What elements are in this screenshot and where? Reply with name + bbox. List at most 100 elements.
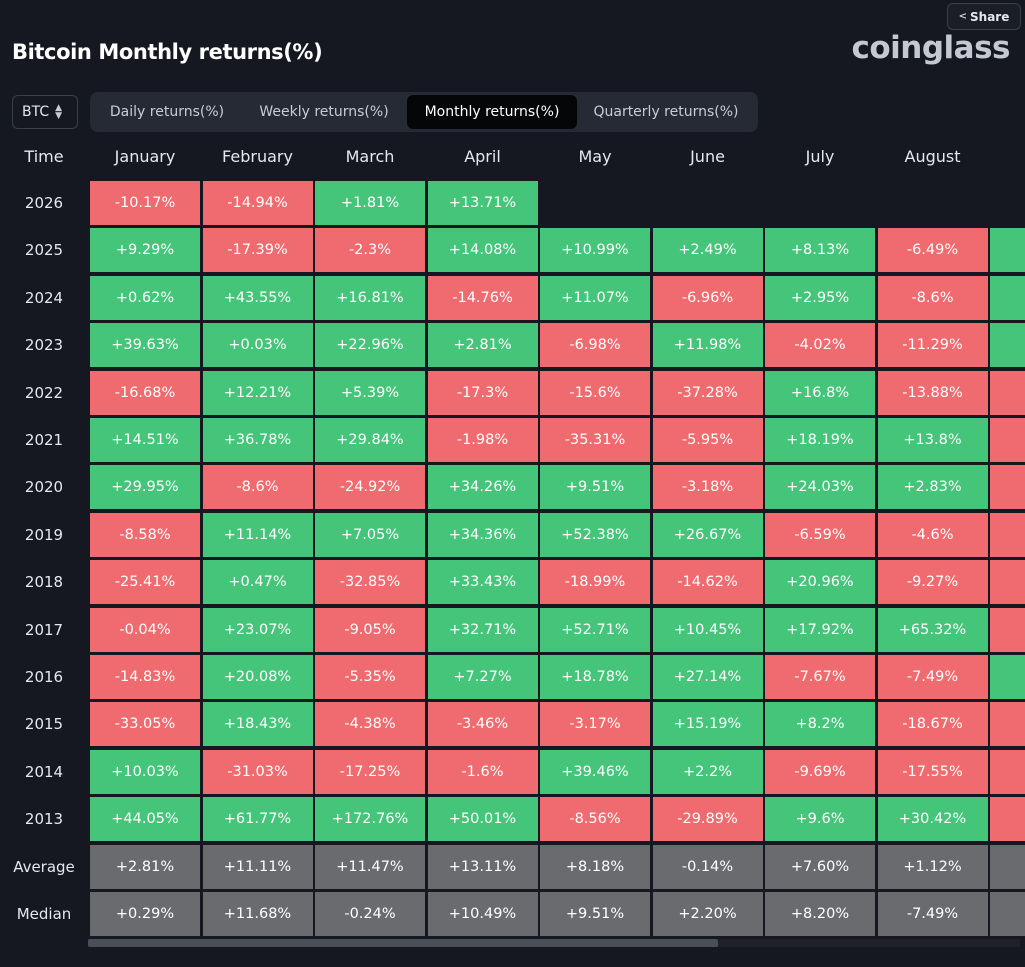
return-cell: +24.03% bbox=[765, 465, 875, 510]
return-cell: +1.81% bbox=[315, 181, 425, 225]
return-cell: - bbox=[990, 702, 1025, 747]
return-cell: +61.77% bbox=[202, 797, 313, 842]
year-row-label: 2016 bbox=[24, 668, 64, 686]
return-cell: +23.07% bbox=[202, 607, 313, 652]
return-cell: +0.47% bbox=[202, 560, 313, 605]
return-cell: -8.56% bbox=[540, 797, 650, 842]
return-cell: -24.92% bbox=[315, 465, 425, 510]
return-cell: +30.42% bbox=[877, 797, 988, 842]
return-cell: -9.69% bbox=[765, 749, 875, 794]
return-cell: +18.19% bbox=[765, 418, 875, 462]
return-cell: +16.8% bbox=[765, 370, 875, 415]
page-title: Bitcoin Monthly returns(%) bbox=[12, 40, 323, 64]
return-cell: -25.41% bbox=[90, 560, 200, 605]
return-cell: +52.38% bbox=[540, 512, 650, 557]
return-cell: +52.71% bbox=[540, 607, 650, 652]
return-cell: +11.98% bbox=[652, 323, 763, 368]
return-cell: -5.35% bbox=[315, 655, 425, 699]
return-cell: -17.3% bbox=[427, 370, 538, 415]
return-cell: -18.67% bbox=[877, 702, 988, 747]
summary-cell bbox=[990, 844, 1025, 889]
return-cell: +18.43% bbox=[202, 702, 313, 747]
return-cell: -8.6% bbox=[877, 275, 988, 320]
coinglass-logo: coinglass bbox=[851, 30, 1010, 66]
return-cell: +32.71% bbox=[427, 607, 538, 652]
summary-cell: -7.49% bbox=[877, 892, 988, 936]
return-cell: +14.51% bbox=[90, 418, 200, 462]
return-cell: -1.98% bbox=[427, 418, 538, 462]
return-cell: -6.96% bbox=[652, 275, 763, 320]
year-row-label: 2014 bbox=[24, 762, 64, 781]
share-label: Share bbox=[970, 9, 1010, 24]
column-header: August bbox=[904, 146, 961, 166]
return-cell: +0.62% bbox=[90, 275, 200, 320]
return-cell: -13.88% bbox=[877, 370, 988, 415]
return-cell: +50.01% bbox=[427, 797, 538, 842]
column-header: February bbox=[222, 146, 293, 166]
return-cell: -1.6% bbox=[427, 749, 538, 794]
return-cell: -37.28% bbox=[652, 370, 763, 415]
return-cell: -5.95% bbox=[652, 418, 763, 462]
returns-tabs: Daily returns(%) Weekly returns(%) Month… bbox=[90, 92, 758, 132]
return-cell: +2.81% bbox=[427, 323, 538, 368]
return-cell: -18.99% bbox=[540, 560, 650, 605]
return-cell: -8.58% bbox=[90, 512, 200, 557]
summary-cell: +0.29% bbox=[90, 892, 200, 936]
return-cell: -0.04% bbox=[90, 607, 200, 652]
return-cell: -11.29% bbox=[877, 323, 988, 368]
year-row-label: 2017 bbox=[24, 620, 64, 639]
return-cell: -8.6% bbox=[202, 465, 313, 510]
return-cell: -17.39% bbox=[202, 228, 313, 273]
return-cell: + bbox=[990, 275, 1025, 320]
return-cell: +34.26% bbox=[427, 465, 538, 510]
summary-cell bbox=[990, 892, 1025, 936]
return-cell: +26.67% bbox=[652, 512, 763, 557]
return-cell: -3.18% bbox=[652, 465, 763, 510]
coin-select[interactable]: BTC ▲ ▼ bbox=[12, 95, 78, 129]
column-header: March bbox=[345, 146, 395, 166]
return-cell: +22.96% bbox=[315, 323, 425, 368]
return-cell: -9.05% bbox=[315, 607, 425, 652]
return-cell: - bbox=[990, 465, 1025, 510]
return-cell: +65.32% bbox=[877, 607, 988, 652]
tab-weekly-returns[interactable]: Weekly returns(%) bbox=[259, 104, 389, 120]
tab-quarterly-returns[interactable]: Quarterly returns(%) bbox=[593, 104, 739, 120]
summary-cell: +7.60% bbox=[765, 844, 875, 889]
year-row-label: 2018 bbox=[24, 573, 64, 592]
year-row-label: 2019 bbox=[24, 525, 64, 544]
return-cell: -14.62% bbox=[652, 560, 763, 605]
share-button[interactable]: < Share bbox=[947, 3, 1021, 30]
return-cell: +7.27% bbox=[427, 655, 538, 699]
return-cell: -32.85% bbox=[315, 560, 425, 605]
return-cell: +8.2% bbox=[765, 702, 875, 747]
year-row-label: 2013 bbox=[24, 810, 64, 829]
return-cell: +5.39% bbox=[315, 370, 425, 415]
return-cell: -6.59% bbox=[765, 512, 875, 557]
return-cell: +10.45% bbox=[652, 607, 763, 652]
return-cell: +29.84% bbox=[315, 418, 425, 462]
return-cell: - bbox=[990, 749, 1025, 794]
return-cell: -35.31% bbox=[540, 418, 650, 462]
column-header: April bbox=[464, 146, 501, 166]
return-cell: +20.96% bbox=[765, 560, 875, 605]
return-cell: +14.08% bbox=[427, 228, 538, 273]
return-cell: -14.76% bbox=[427, 275, 538, 320]
return-cell: -10.17% bbox=[90, 181, 200, 225]
return-cell: +17.92% bbox=[765, 607, 875, 652]
return-cell: +10.99% bbox=[540, 228, 650, 273]
return-cell: +12.21% bbox=[202, 370, 313, 415]
return-cell: +29.95% bbox=[90, 465, 200, 510]
return-cell: +2.49% bbox=[652, 228, 763, 273]
return-cell: -2.3% bbox=[315, 228, 425, 273]
horizontal-scrollbar-thumb[interactable] bbox=[88, 939, 718, 947]
column-header: S bbox=[990, 135, 1025, 177]
tab-monthly-returns[interactable]: Monthly returns(%) bbox=[407, 95, 577, 129]
return-cell: - bbox=[990, 560, 1025, 605]
tab-daily-returns[interactable]: Daily returns(%) bbox=[109, 104, 225, 120]
return-cell: -29.89% bbox=[652, 797, 763, 842]
return-cell: - bbox=[990, 607, 1025, 652]
year-row-label: 2020 bbox=[24, 478, 64, 497]
return-cell: + bbox=[990, 323, 1025, 368]
return-cell: -15.6% bbox=[540, 370, 650, 415]
return-cell: -17.55% bbox=[877, 749, 988, 794]
